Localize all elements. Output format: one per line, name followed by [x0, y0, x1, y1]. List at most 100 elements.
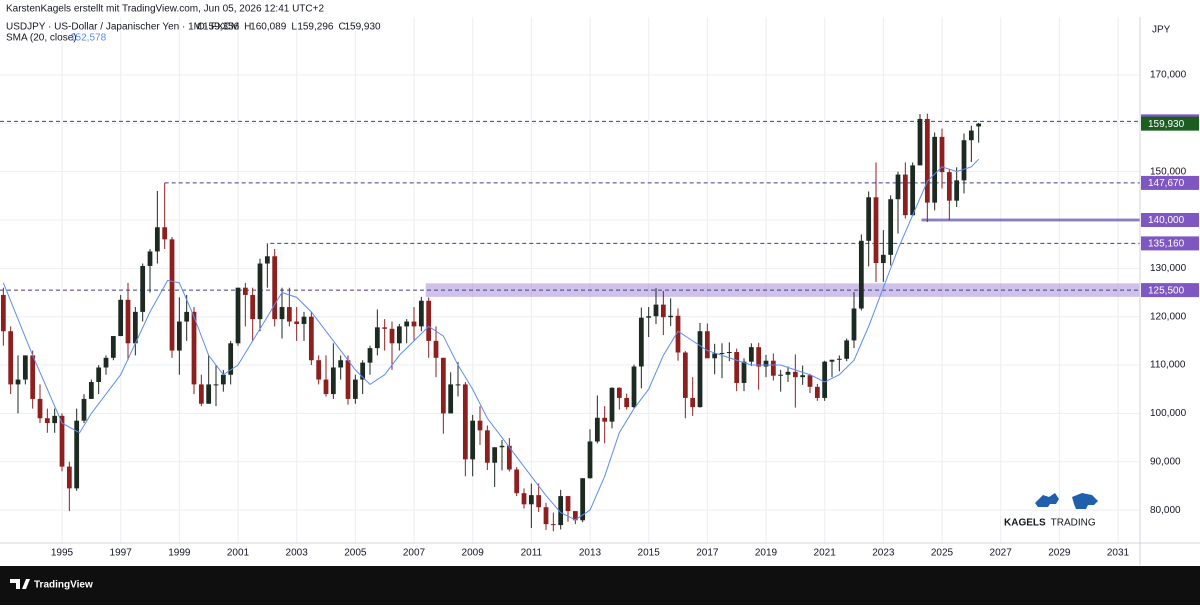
candle-body — [66, 466, 72, 489]
candle-body — [800, 375, 806, 378]
candle-body — [367, 348, 373, 363]
candle-body — [558, 496, 564, 526]
x-tick-label: 2027 — [990, 548, 1013, 559]
candle-body — [206, 384, 212, 404]
candle-body — [220, 374, 226, 385]
candle-body — [924, 118, 930, 203]
candle-body — [374, 327, 380, 349]
candle-body — [873, 197, 879, 264]
candle-body — [30, 355, 36, 399]
x-tick-label: 1999 — [168, 548, 191, 559]
bull-icon — [1035, 493, 1059, 507]
price-label-box — [1141, 116, 1199, 131]
candle-body — [660, 304, 666, 318]
candle-body — [624, 397, 630, 408]
x-tick-label: 2019 — [755, 548, 778, 559]
candle-body — [778, 374, 784, 376]
price-axis — [1140, 0, 1200, 565]
y-tick-label: 110,000 — [1150, 360, 1186, 371]
candle-body — [917, 118, 923, 166]
candle-body — [323, 379, 329, 395]
candle-body — [858, 240, 864, 309]
candle-body — [646, 316, 652, 318]
candle-body — [580, 478, 586, 521]
candle-body — [418, 300, 424, 327]
candle-body — [565, 496, 571, 512]
candle-body — [748, 347, 754, 362]
price-label-box — [1141, 175, 1199, 190]
candle-body — [682, 352, 688, 398]
price-label-box — [1141, 283, 1199, 298]
bottom-bar — [0, 566, 1200, 605]
x-tick-label: 2017 — [696, 548, 719, 559]
ohlc-prefix: O — [197, 22, 205, 33]
ohlc-prefix: C — [338, 22, 345, 33]
candle-body — [844, 340, 850, 359]
y-tick-label: 90,000 — [1150, 456, 1181, 467]
candle-body — [37, 398, 43, 419]
ohlc-value: 159,930 — [344, 22, 381, 33]
currency: JPY — [1152, 25, 1171, 36]
candle-body — [360, 362, 366, 380]
candle-body — [910, 165, 916, 216]
candle-body — [470, 420, 476, 460]
candle-body — [961, 140, 967, 181]
candle-body — [0, 294, 6, 332]
candle-body — [250, 294, 256, 320]
y-tick-label: 100,000 — [1150, 408, 1187, 419]
price-label-box — [1141, 213, 1199, 228]
candle-body — [382, 327, 388, 329]
candle-body — [81, 398, 87, 421]
candle-body — [932, 136, 938, 203]
price-label: 140,000 — [1148, 215, 1185, 226]
candle-body — [59, 415, 65, 467]
candle-body — [235, 287, 241, 344]
candle-body — [851, 308, 857, 341]
candle-body — [521, 493, 527, 505]
candle-body — [616, 387, 622, 398]
sma-line — [2, 158, 980, 521]
candle-body — [807, 375, 813, 387]
x-tick-label: 2013 — [579, 548, 602, 559]
candle-body — [770, 360, 776, 376]
brand-icon — [10, 579, 30, 589]
candle-body — [462, 384, 468, 460]
candle-body — [756, 347, 762, 367]
y-tick-label: 120,000 — [1150, 311, 1187, 322]
y-tick-label: 170,000 — [1150, 70, 1187, 81]
x-tick-label: 1997 — [110, 548, 133, 559]
candle-body — [184, 311, 190, 322]
candle-body — [228, 343, 234, 375]
y-tick-label: 150,000 — [1150, 166, 1187, 177]
candle-body — [587, 441, 593, 479]
candle-body — [902, 174, 908, 216]
x-tick-label: 1995 — [51, 548, 74, 559]
candle-body — [8, 331, 14, 385]
x-tick-label: 2025 — [931, 548, 954, 559]
candle-body — [954, 180, 960, 201]
candle-body — [550, 524, 556, 526]
candle-body — [294, 321, 300, 324]
candle-body — [22, 355, 28, 380]
candle-body — [455, 384, 461, 386]
candle-body — [704, 331, 710, 359]
x-tick-label: 2005 — [344, 548, 367, 559]
candle-body — [499, 445, 505, 448]
candle-body — [162, 227, 168, 240]
candle-body — [690, 397, 696, 408]
candle-body — [433, 340, 439, 358]
price-label-box — [1141, 236, 1199, 251]
x-tick-label: 2015 — [638, 548, 661, 559]
candle-body — [866, 197, 872, 241]
candle-body — [631, 366, 637, 408]
candle-body — [763, 360, 769, 367]
candle-body — [198, 384, 204, 404]
candle-body — [103, 357, 109, 368]
ohlc-value: 159,356 — [203, 22, 240, 33]
x-tick-label: 2007 — [403, 548, 426, 559]
price-label: 125,500 — [1148, 285, 1185, 296]
x-tick-label: 2001 — [227, 548, 250, 559]
symbol-title: USDJPY · US-Dollar / Japanischer Yen · 1… — [6, 22, 239, 33]
candle-body — [939, 136, 945, 173]
